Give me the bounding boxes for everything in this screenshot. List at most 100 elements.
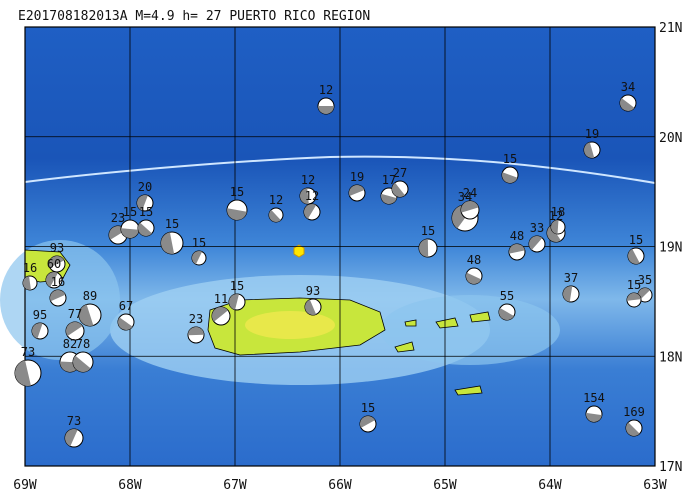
depth-label: 67 xyxy=(119,299,133,313)
depth-label: 17 xyxy=(382,173,396,187)
focal-mechanism xyxy=(528,235,546,253)
focal-mechanism xyxy=(117,313,135,331)
depth-label: 15 xyxy=(503,152,517,166)
compression xyxy=(212,307,228,322)
islands xyxy=(394,311,491,396)
depth-label: 19 xyxy=(585,127,599,141)
focal-mechanism xyxy=(49,289,67,307)
compression xyxy=(72,355,91,372)
focal-mechanism xyxy=(550,219,566,235)
compression xyxy=(161,232,175,254)
compression xyxy=(381,193,397,204)
focal-mechanism xyxy=(585,405,603,423)
compression xyxy=(551,220,559,234)
compression xyxy=(46,272,58,287)
focal-mechanism xyxy=(65,321,85,341)
compression xyxy=(191,251,203,265)
focal-mechanism xyxy=(48,255,66,273)
compression xyxy=(49,290,66,302)
focal-mechanism xyxy=(14,359,42,387)
focal-mechanism xyxy=(211,306,231,326)
depth-label: 23 xyxy=(111,211,125,225)
depth-label: 48 xyxy=(510,229,524,243)
focal-mechanism xyxy=(64,428,84,448)
lon-label: 68W xyxy=(118,478,142,493)
depth-label: 77 xyxy=(68,307,82,321)
focal-mechanism xyxy=(501,166,519,184)
depth-label: 16 xyxy=(23,261,37,275)
compression xyxy=(66,322,83,337)
compression xyxy=(349,185,365,196)
depth-label: 15 xyxy=(165,217,179,231)
lon-label: 64W xyxy=(538,478,562,493)
lon-label: 65W xyxy=(433,478,457,493)
focal-mechanism xyxy=(391,180,409,198)
depth-label: 15 xyxy=(139,205,153,219)
focal-mechanism xyxy=(22,275,38,291)
depth-label: 82 xyxy=(63,337,77,351)
focal-mechanism xyxy=(359,415,377,433)
depth-label: 12 xyxy=(301,173,315,187)
focal-mechanism xyxy=(508,243,526,261)
depth-label: 15 xyxy=(230,279,244,293)
focal-mechanism xyxy=(228,293,246,311)
depth-label: 34 xyxy=(458,190,472,204)
depth-label: 73 xyxy=(21,345,35,359)
depth-label: 15 xyxy=(192,236,206,250)
depth-label: 20 xyxy=(138,180,152,194)
depth-label: 15 xyxy=(421,224,435,238)
lat-label: 21N xyxy=(659,21,682,36)
depth-label: 15 xyxy=(230,185,244,199)
depth-label: 24 xyxy=(463,186,477,200)
compression xyxy=(49,256,65,268)
compression xyxy=(269,209,281,223)
compression xyxy=(502,172,518,183)
compression xyxy=(499,308,514,320)
focal-mechanism xyxy=(187,326,205,344)
compression xyxy=(508,243,525,254)
lon-label: 63W xyxy=(643,478,667,493)
focal-mechanism xyxy=(268,207,284,223)
compression xyxy=(65,429,78,447)
compression xyxy=(392,182,405,197)
compression xyxy=(627,293,641,301)
depth-label: 12 xyxy=(269,193,283,207)
depth-label: 12 xyxy=(549,209,563,223)
compression xyxy=(586,412,602,422)
focal-mechanism xyxy=(637,287,653,303)
depth-label: 169 xyxy=(623,405,645,419)
compression xyxy=(304,204,317,219)
depth-label: 34 xyxy=(621,80,635,94)
compression xyxy=(23,276,31,290)
depth-label: 93 xyxy=(306,284,320,298)
compression xyxy=(229,294,239,310)
depth-label: 89 xyxy=(83,289,97,303)
focal-mechanism xyxy=(137,219,155,237)
focal-mechanism xyxy=(562,285,580,303)
epicenter xyxy=(293,244,305,258)
depth-label: 73 xyxy=(67,414,81,428)
focal-mechanism xyxy=(498,303,516,321)
compression xyxy=(419,239,429,257)
compression xyxy=(461,201,479,213)
focal-mechanism xyxy=(625,419,643,437)
focal-mechanism xyxy=(78,303,102,327)
highland xyxy=(245,311,335,339)
compression xyxy=(563,286,573,302)
depth-label: 19 xyxy=(350,170,364,184)
title: E201708182013A M=4.9 h= 27 PUERTO RICO R… xyxy=(18,9,370,24)
focal-mechanism xyxy=(45,271,63,289)
compression xyxy=(137,195,148,211)
focal-mechanism xyxy=(299,187,317,205)
focal-mechanism xyxy=(348,184,366,202)
depth-label: 18 xyxy=(551,205,565,219)
compression xyxy=(32,323,43,339)
depth-label: 37 xyxy=(564,271,578,285)
depth-label: 15 xyxy=(629,233,643,247)
focal-mechanism xyxy=(619,94,637,112)
compression xyxy=(529,236,543,251)
depth-label: 154 xyxy=(583,391,605,405)
focal-mechanism xyxy=(460,200,480,220)
depth-label: 11 xyxy=(214,292,228,306)
